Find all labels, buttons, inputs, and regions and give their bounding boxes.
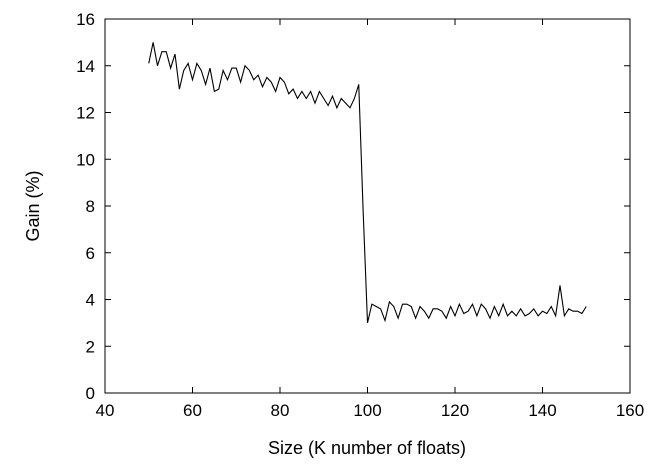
y-tick-label: 16 (76, 10, 95, 29)
y-axis-label: Gain (%) (23, 170, 43, 241)
y-tick-label: 4 (86, 291, 95, 310)
x-tick-label: 60 (183, 401, 202, 420)
x-tick-label: 120 (441, 401, 469, 420)
y-tick-label: 0 (86, 384, 95, 403)
x-tick-label: 100 (353, 401, 381, 420)
series-layer (148, 42, 587, 324)
x-tick-label: 40 (96, 401, 115, 420)
series-line (148, 42, 587, 324)
y-tick-label: 2 (86, 337, 95, 356)
y-axis-ticks: 0 2 4 6 8 10 12 14 16 (76, 10, 630, 403)
x-axis-ticks: 40 60 80 100 120 140 160 (96, 19, 644, 420)
x-axis-label: Size (K number of floats) (268, 438, 466, 458)
y-tick-label: 6 (86, 244, 95, 263)
x-tick-label: 80 (271, 401, 290, 420)
plot-frame (104, 18, 631, 394)
y-tick-label: 8 (86, 197, 95, 216)
y-tick-label: 10 (76, 150, 95, 169)
y-tick-label: 14 (76, 57, 95, 76)
x-tick-label: 140 (528, 401, 556, 420)
x-tick-label: 160 (616, 401, 644, 420)
y-tick-label: 12 (76, 104, 95, 123)
